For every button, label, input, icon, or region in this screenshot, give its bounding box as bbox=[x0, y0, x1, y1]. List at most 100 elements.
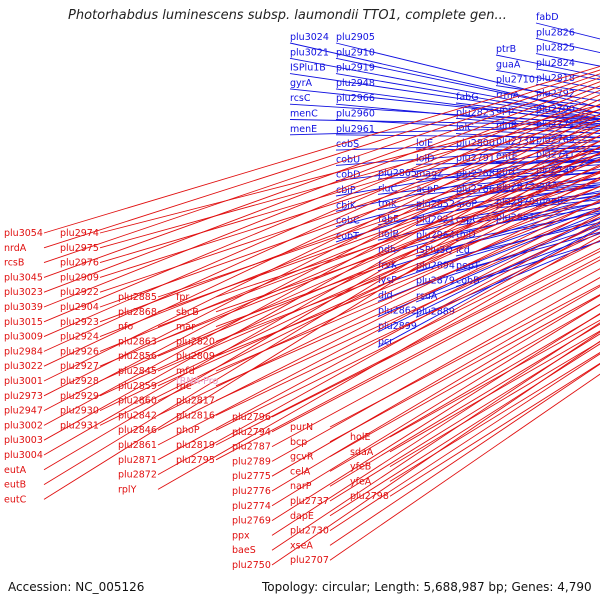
reverse-gene-label: plu2798 bbox=[350, 491, 389, 502]
forward-leader bbox=[415, 233, 600, 303]
map-title: Photorhabdus luminescens subsp. laumondi… bbox=[68, 8, 507, 23]
reverse-leader bbox=[43, 89, 600, 323]
reverse-gene-label: dapE bbox=[290, 511, 314, 522]
forward-leader bbox=[377, 184, 600, 226]
reverse-gene-label: phoP bbox=[176, 425, 200, 436]
forward-gene-label: pcr bbox=[378, 336, 393, 347]
reverse-leader bbox=[329, 323, 600, 487]
reverse-leader bbox=[329, 363, 600, 546]
reverse-gene-label: plu2820 bbox=[176, 336, 215, 347]
reverse-gene-label: rcsB bbox=[4, 258, 24, 269]
reverse-leader bbox=[99, 114, 600, 264]
forward-gene-label: plu2961 bbox=[336, 124, 375, 135]
forward-gene-label: cbiK bbox=[336, 200, 357, 211]
forward-leader bbox=[335, 119, 600, 134]
forward-gene-label: menE bbox=[290, 124, 317, 135]
reverse-gene-label: purN bbox=[290, 422, 313, 433]
forward-leader bbox=[335, 156, 600, 228]
reverse-leader bbox=[329, 284, 600, 428]
forward-leader bbox=[377, 202, 600, 272]
forward-gene-label: cobU bbox=[336, 154, 360, 165]
forward-leader bbox=[495, 54, 600, 77]
forward-leader bbox=[377, 227, 600, 348]
forward-gene-label: plu2826 bbox=[536, 27, 575, 38]
forward-leader bbox=[415, 194, 600, 226]
reverse-leader bbox=[389, 341, 600, 467]
forward-gene-label: plu2870 bbox=[496, 197, 535, 208]
forward-gene-label: cobT bbox=[336, 231, 359, 242]
reverse-gene-label: plu2975 bbox=[60, 243, 99, 254]
reverse-leader bbox=[329, 303, 600, 457]
forward-leader bbox=[455, 102, 600, 121]
reverse-leader bbox=[43, 103, 600, 367]
forward-gene-label: fabD bbox=[536, 12, 559, 23]
forward-gene-label: plu3024 bbox=[290, 32, 329, 43]
reverse-leader bbox=[215, 248, 600, 446]
forward-leader bbox=[415, 210, 600, 257]
forward-leader bbox=[495, 115, 600, 126]
reverse-gene-label: plu3045 bbox=[4, 272, 43, 283]
reverse-gene-label: plu2796 bbox=[232, 412, 271, 423]
forward-leader bbox=[455, 133, 600, 142]
forward-gene-label: plu2825 bbox=[536, 43, 575, 54]
reverse-leader bbox=[99, 129, 600, 308]
reverse-leader bbox=[43, 73, 600, 264]
forward-gene-label: fabG bbox=[456, 92, 479, 103]
reverse-gene-label: plu2819 bbox=[176, 440, 215, 451]
reverse-leader bbox=[99, 170, 600, 412]
forward-gene-label: ndh bbox=[378, 245, 396, 256]
reverse-leader bbox=[215, 186, 600, 328]
forward-gene-label: lysP bbox=[378, 275, 397, 286]
forward-gene-label: purC bbox=[496, 166, 519, 177]
reverse-leader bbox=[157, 206, 600, 431]
reverse-gene-label: plu2846 bbox=[118, 425, 157, 436]
reverse-gene-label: plu2787 bbox=[232, 442, 271, 453]
reverse-gene-label: plu3001 bbox=[4, 376, 43, 387]
reverse-gene-label: plu2973 bbox=[4, 391, 43, 402]
reverse-leader bbox=[329, 313, 600, 472]
reverse-gene-label: plu2976 bbox=[60, 258, 99, 269]
reverse-gene-label: plu3009 bbox=[4, 332, 43, 343]
reverse-gene-label: plu2809 bbox=[176, 351, 215, 362]
forward-gene-label: plu2960 bbox=[336, 109, 375, 120]
forward-gene-label: plu2889 bbox=[416, 306, 455, 317]
reverse-gene-label: plu2922 bbox=[60, 287, 99, 298]
forward-gene-label: plu2862 bbox=[378, 306, 417, 317]
forward-leader bbox=[415, 225, 600, 288]
forward-leader bbox=[495, 131, 600, 138]
forward-gene-label: plu2905 bbox=[336, 32, 375, 43]
reverse-leader bbox=[43, 94, 600, 338]
reverse-leader bbox=[99, 104, 600, 234]
forward-gene-label: ISPlu1B bbox=[290, 63, 326, 74]
forward-gene-label: plu2873 bbox=[496, 182, 535, 193]
trna-label: tRNA-Pro bbox=[176, 376, 218, 387]
reverse-gene-label: plu2774 bbox=[232, 501, 271, 512]
forward-gene-label: plu2966 bbox=[336, 93, 375, 104]
reverse-gene-label: plu3003 bbox=[4, 435, 43, 446]
reverse-gene-label: plu3054 bbox=[4, 228, 43, 239]
forward-leader bbox=[455, 202, 600, 226]
reverse-leader bbox=[389, 319, 600, 438]
reverse-leader bbox=[157, 172, 600, 357]
reverse-leader bbox=[215, 178, 600, 313]
reverse-leader bbox=[329, 353, 600, 531]
forward-leader bbox=[335, 145, 600, 166]
reverse-gene-label: plu2769 bbox=[232, 516, 271, 527]
reverse-leader bbox=[43, 140, 600, 471]
reverse-gene-label: plu3039 bbox=[4, 302, 43, 313]
forward-leader bbox=[377, 164, 600, 180]
forward-leader bbox=[335, 151, 600, 197]
reverse-gene-label: xseA bbox=[290, 540, 313, 551]
reverse-leader bbox=[271, 259, 600, 433]
forward-gene-label: rrmA bbox=[496, 90, 520, 101]
forward-leader bbox=[335, 134, 600, 139]
forward-gene-label: plu2710 bbox=[496, 75, 535, 86]
reverse-leader bbox=[99, 146, 600, 352]
forward-leader bbox=[495, 146, 600, 150]
reverse-leader bbox=[99, 152, 600, 367]
reverse-gene-label: holE bbox=[350, 432, 370, 443]
forward-gene-label: plu2919 bbox=[336, 63, 375, 74]
reverse-gene-label: plu2856 bbox=[118, 351, 157, 362]
forward-gene-label: plu2800 bbox=[456, 138, 495, 149]
